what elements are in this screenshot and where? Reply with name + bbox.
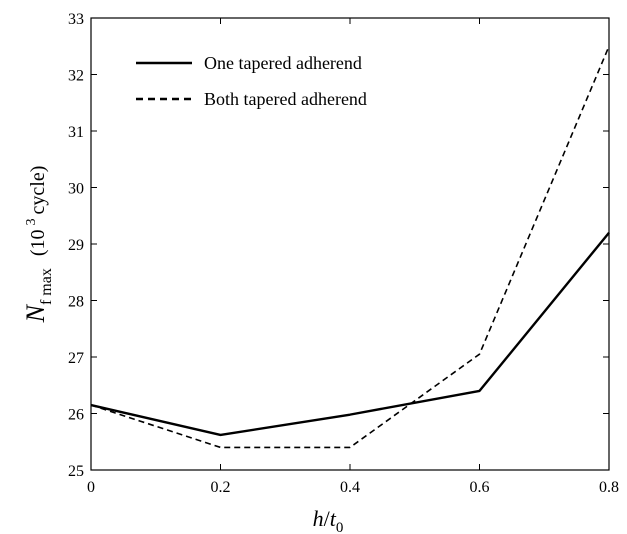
y-axis-label-subscript: f max	[38, 268, 55, 305]
x-tick-label: 0.2	[211, 479, 231, 496]
legend-label-one-tapered: One tapered adherend	[204, 53, 362, 73]
x-tick-label: 0	[87, 479, 95, 496]
y-tick-label: 31	[68, 124, 84, 141]
y-tick-label: 28	[68, 294, 84, 311]
y-tick-label: 25	[68, 463, 84, 480]
y-axis-label-superscript: 3	[24, 218, 39, 225]
legend: One tapered adherend Both tapered adhere…	[136, 53, 367, 109]
y-tick-label: 27	[68, 350, 84, 367]
x-axis-label-slash: /	[324, 506, 331, 531]
y-axis-label-unit-rest: cycle)	[27, 166, 49, 215]
x-axis-label: h/t0	[313, 506, 344, 534]
y-tick-label: 29	[68, 237, 84, 254]
y-axis-label-unit-open: (10	[27, 229, 49, 256]
y-axis-label-n: N	[21, 303, 50, 323]
legend-label-both-tapered: Both tapered adherend	[204, 89, 367, 109]
x-tick-label: 0.6	[470, 479, 490, 496]
x-tick-label: 0.4	[340, 479, 360, 496]
x-tick-label: 0.8	[599, 479, 619, 496]
y-tick-label: 33	[68, 11, 84, 28]
x-axis-label-subscript: 0	[336, 520, 344, 534]
ticks-layer: 0 0.2 0.4 0.6 0.8 25 26 27 28 29 30 31 32 33	[68, 11, 619, 496]
y-tick-label: 32	[68, 68, 84, 85]
y-axis-label: Nf max (10 3 cycle)	[21, 166, 55, 324]
x-axis-label-t: t	[330, 506, 337, 531]
y-tick-label: 30	[68, 181, 84, 198]
y-tick-label: 26	[68, 407, 84, 424]
plot-background	[91, 18, 609, 470]
x-axis-label-h: h	[313, 506, 324, 531]
